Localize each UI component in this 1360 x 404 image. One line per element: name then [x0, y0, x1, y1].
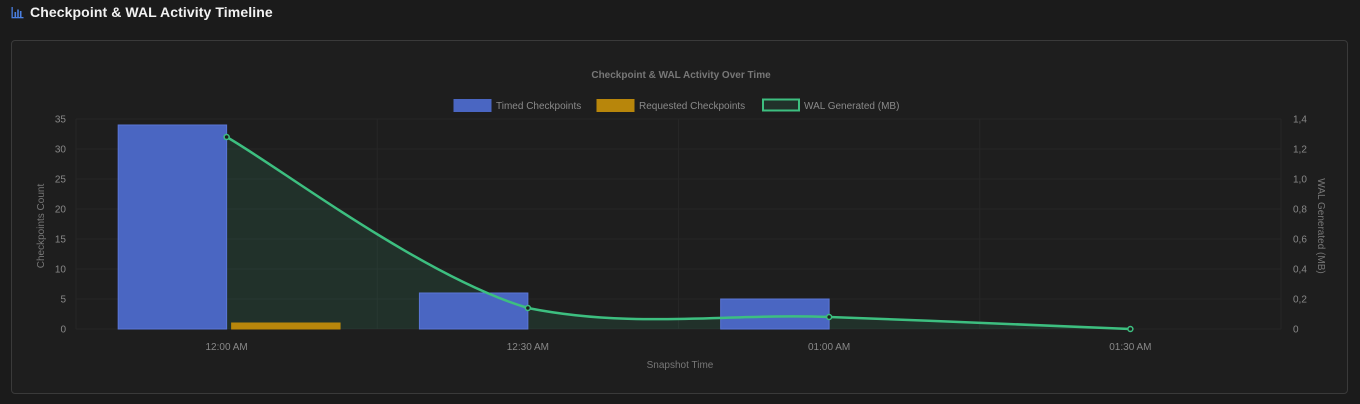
x-axis-ticks: 12:00 AM 12:30 AM 01:00 AM 01:30 AM	[205, 342, 1151, 353]
section-header: Checkpoint & WAL Activity Timeline	[11, 3, 273, 21]
y-tick-label: 15	[55, 235, 67, 246]
x-axis-label: Snapshot Time	[647, 360, 714, 371]
chart-panel: Checkpoint & WAL Activity Over Time Time…	[11, 40, 1348, 394]
y2-tick-label: 1,4	[1293, 115, 1307, 126]
y-tick-label: 35	[55, 115, 67, 126]
legend-item-requested[interactable]: Requested Checkpoints	[596, 99, 745, 113]
wal-point	[223, 133, 230, 141]
x-tick-label: 12:30 AM	[507, 342, 549, 353]
wal-area	[226, 137, 1131, 329]
legend-item-wal[interactable]: WAL Generated (MB)	[762, 98, 899, 113]
y-tick-label: 20	[55, 205, 67, 216]
y2-axis-ticks: 0 0,2 0,4 0,6 0,8 1,0 1,2 1,4	[1293, 115, 1307, 336]
wal-line	[223, 133, 1134, 333]
page-title: Checkpoint & WAL Activity Timeline	[30, 4, 273, 20]
y2-tick-label: 0,8	[1293, 205, 1307, 216]
x-tick-label: 01:30 AM	[1109, 342, 1151, 353]
y-tick-label: 25	[55, 175, 67, 186]
chart-grid	[75, 118, 1282, 330]
y2-tick-label: 0,4	[1293, 265, 1307, 276]
y2-axis-label: WAL Generated (MB)	[1315, 178, 1326, 273]
wal-point	[524, 304, 532, 312]
bar-timed-checkpoints	[117, 124, 228, 330]
wal-area-fill	[226, 137, 1131, 329]
chart-bars	[117, 124, 830, 330]
bar-requested-checkpoints	[231, 322, 341, 330]
wal-point	[825, 313, 833, 321]
legend-item-timed[interactable]: Timed Checkpoints	[453, 99, 581, 113]
bar-timed-checkpoints	[418, 292, 529, 330]
x-tick-label: 12:00 AM	[205, 342, 247, 353]
y-tick-label: 30	[55, 145, 67, 156]
chart-legend: Timed Checkpoints Requested Checkpoints …	[453, 98, 899, 113]
wal-point	[1127, 325, 1134, 333]
legend-label-requested: Requested Checkpoints	[639, 101, 745, 112]
y-axis-label: Checkpoints Count	[36, 184, 47, 269]
y2-tick-label: 1,0	[1293, 175, 1307, 186]
legend-swatch-requested	[596, 99, 635, 112]
y-tick-label: 10	[55, 265, 67, 276]
legend-label-wal: WAL Generated (MB)	[804, 101, 899, 112]
y-tick-label: 0	[60, 325, 66, 336]
wal-line-path	[226, 135, 1131, 331]
y2-tick-label: 1,2	[1293, 145, 1307, 156]
y-axis-ticks: 0 5 10 15 20 25 30 35	[55, 115, 67, 336]
y2-tick-label: 0,2	[1293, 295, 1307, 306]
y-tick-label: 5	[60, 295, 66, 306]
legend-swatch-timed	[453, 99, 492, 112]
x-tick-label: 01:00 AM	[808, 342, 850, 353]
legend-label-timed: Timed Checkpoints	[496, 101, 581, 112]
y2-tick-label: 0	[1293, 325, 1299, 336]
legend-swatch-wal	[762, 98, 800, 112]
chart-title: Checkpoint & WAL Activity Over Time	[591, 70, 771, 81]
bar-timed-checkpoints	[720, 298, 830, 330]
checkpoint-wal-chart: Checkpoint & WAL Activity Over Time Time…	[36, 70, 1326, 371]
y2-tick-label: 0,6	[1293, 235, 1307, 246]
bar-chart-icon	[11, 6, 24, 18]
